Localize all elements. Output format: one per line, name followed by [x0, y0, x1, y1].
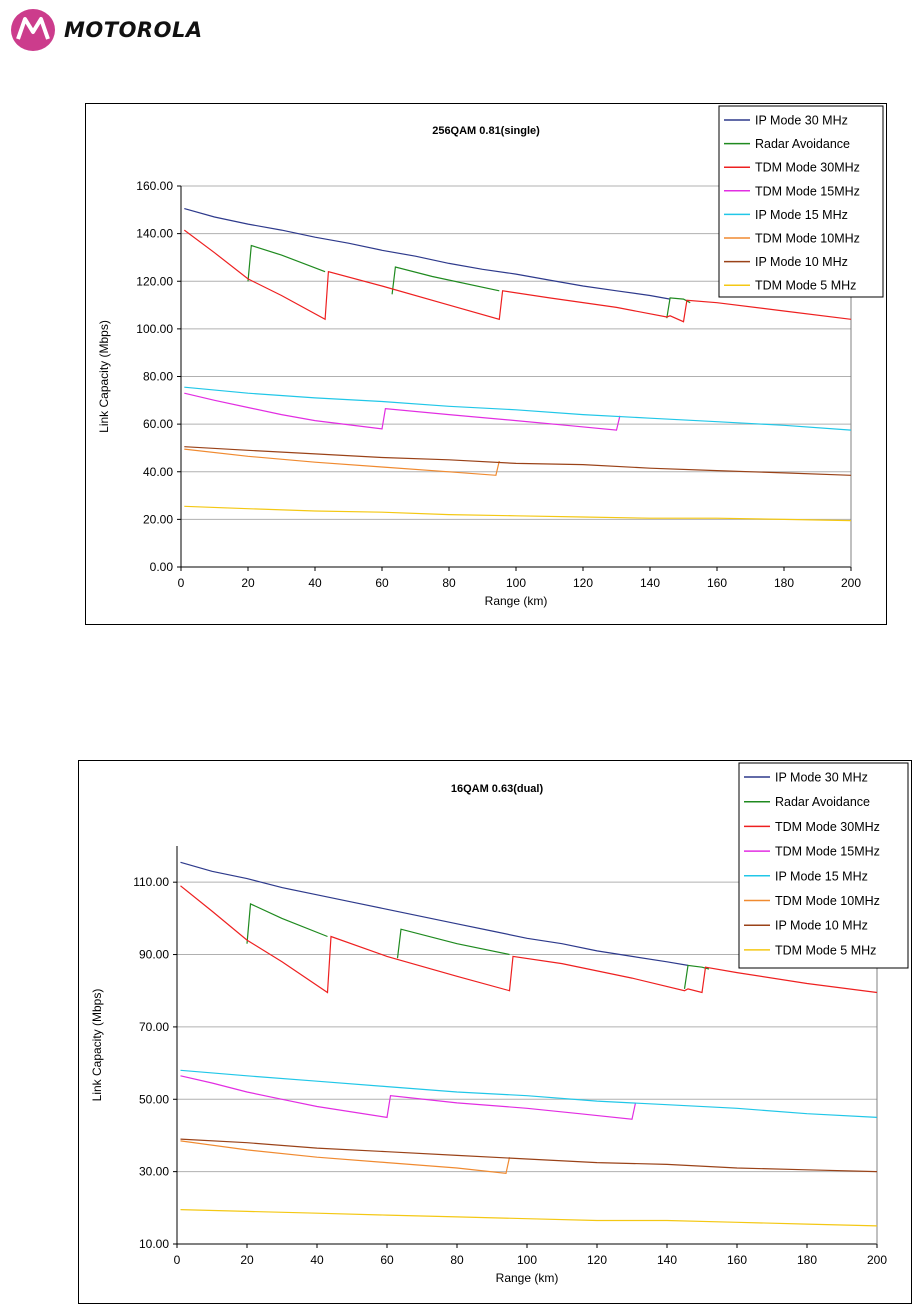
legend-entry: Radar Avoidance: [755, 137, 850, 151]
chart-16qam: 16QAM 0.63(dual) 10.00 30.00 50.00 70.00 90.0…: [78, 760, 912, 1304]
x-tick-label: 200: [867, 1253, 887, 1267]
y-tick-label: 40.00: [143, 465, 173, 479]
y-tick-label: 160.00: [136, 179, 173, 193]
legend-entry: TDM Mode 10MHz: [775, 894, 880, 908]
x-tick-label: 0: [174, 1253, 181, 1267]
x-tick-label: 20: [240, 1253, 254, 1267]
y-tick-label: 50.00: [139, 1092, 169, 1106]
x-axis-label: Range (km): [485, 594, 548, 608]
chart-16qam-svg: 16QAM 0.63(dual) 10.00 30.00 50.00 70.00 90.0…: [90, 762, 909, 1285]
series-line-tdm-mode-10mhz: [184, 448, 500, 476]
legend-entry: TDM Mode 10MHz: [755, 232, 860, 246]
motorola-batwing-icon: [11, 9, 55, 51]
legend-entry: TDM Mode 5 MHz: [755, 279, 856, 293]
legend-box: [718, 105, 884, 298]
x-tick-label: 140: [657, 1253, 677, 1267]
logo-text: MOTOROLA: [64, 18, 203, 42]
series-line-tdm-mode-5-mhz: [184, 505, 852, 522]
y-tick-label: 140.00: [136, 227, 173, 241]
motorola-logo: MOTOROLA: [10, 8, 203, 52]
y-tick-label: 20.00: [143, 512, 173, 526]
legend-entry: TDM Mode 15MHz: [775, 845, 880, 859]
x-tick-label: 120: [573, 576, 593, 590]
y-tick-label: 10.00: [139, 1237, 169, 1251]
chart-title: 256QAM 0.81(single): [432, 125, 540, 137]
y-tick-label: 80.00: [143, 370, 173, 384]
x-tick-label: 40: [310, 1253, 324, 1267]
series-line-ip-mode-10-mhz: [184, 446, 852, 476]
y-tick-label: 70.00: [139, 1020, 169, 1034]
series-line-ip-mode-15-mhz: [180, 1069, 878, 1118]
x-tick-label: 180: [774, 576, 794, 590]
legend-entry: TDM Mode 30MHz: [755, 161, 860, 175]
legend-entry: TDM Mode 15MHz: [755, 184, 860, 198]
legend-entry: IP Mode 15 MHz: [775, 869, 868, 883]
y-tick-label: 30.00: [139, 1165, 169, 1179]
series-line-ip-mode-10-mhz: [180, 1138, 878, 1173]
x-tick-label: 60: [375, 576, 389, 590]
legend-entry: Radar Avoidance: [775, 795, 870, 809]
series-line-radar-avoidance: [246, 902, 710, 989]
series-line-ip-mode-30-mhz: [180, 861, 689, 966]
x-tick-label: 100: [506, 576, 526, 590]
series-line-ip-mode-15-mhz: [184, 386, 852, 431]
x-tick-label: 40: [308, 576, 322, 590]
x-tick-label: 180: [797, 1253, 817, 1267]
series-line-tdm-mode-5-mhz: [180, 1209, 878, 1227]
series-line-tdm-mode-15mhz: [180, 1075, 637, 1120]
y-tick-label: 60.00: [143, 417, 173, 431]
legend-entry: TDM Mode 5 MHz: [775, 943, 876, 957]
y-tick-label: 90.00: [139, 948, 169, 962]
x-tick-label: 100: [517, 1253, 537, 1267]
y-axis-label: Link Capacity (Mbps): [90, 989, 104, 1102]
legend: IP Mode 30 MHz Radar Avoidance TDM Mode 30…: [738, 762, 909, 969]
x-tick-label: 160: [707, 576, 727, 590]
series-line-tdm-mode-10mhz: [180, 1140, 511, 1175]
legend-box: [738, 762, 909, 969]
legend-entry: IP Mode 10 MHz: [755, 255, 848, 269]
legend-entry: IP Mode 30 MHz: [775, 771, 868, 785]
x-tick-label: 20: [241, 576, 255, 590]
chart-title: 16QAM 0.63(dual): [451, 783, 544, 795]
legend-entry: TDM Mode 30MHz: [775, 820, 880, 834]
x-tick-label: 160: [727, 1253, 747, 1267]
x-tick-label: 200: [841, 576, 861, 590]
x-tick-label: 0: [178, 576, 185, 590]
series-line-tdm-mode-15mhz: [184, 392, 621, 431]
chart-256qam-svg: 256QAM 0.81(single) 0.00 20.00 40.00 60.00 80…: [97, 105, 884, 608]
legend: IP Mode 30 MHz Radar Avoidance TDM Mode 30…: [718, 105, 884, 298]
x-tick-label: 120: [587, 1253, 607, 1267]
x-tick-label: 80: [450, 1253, 464, 1267]
x-axis-label: Range (km): [496, 1271, 559, 1285]
series-line-ip-mode-30-mhz: [184, 208, 671, 300]
x-tick-label: 80: [442, 576, 456, 590]
legend-entry: IP Mode 15 MHz: [755, 208, 848, 222]
x-tick-label: 60: [380, 1253, 394, 1267]
legend-entry: IP Mode 30 MHz: [755, 114, 848, 128]
legend-entry: IP Mode 10 MHz: [775, 919, 868, 933]
y-tick-label: 0.00: [150, 560, 174, 574]
x-tick-label: 140: [640, 576, 660, 590]
y-tick-label: 120.00: [136, 274, 173, 288]
y-axis-label: Link Capacity (Mbps): [97, 320, 111, 433]
series-line-tdm-mode-30mhz: [180, 885, 878, 994]
chart-256qam: 256QAM 0.81(single) 0.00 20.00 40.00 60.00 80…: [85, 103, 887, 625]
y-tick-label: 100.00: [136, 322, 173, 336]
series-line-tdm-mode-30mhz: [183, 229, 852, 323]
y-tick-label: 110.00: [133, 875, 169, 889]
series-line-radar-avoidance: [247, 244, 691, 319]
